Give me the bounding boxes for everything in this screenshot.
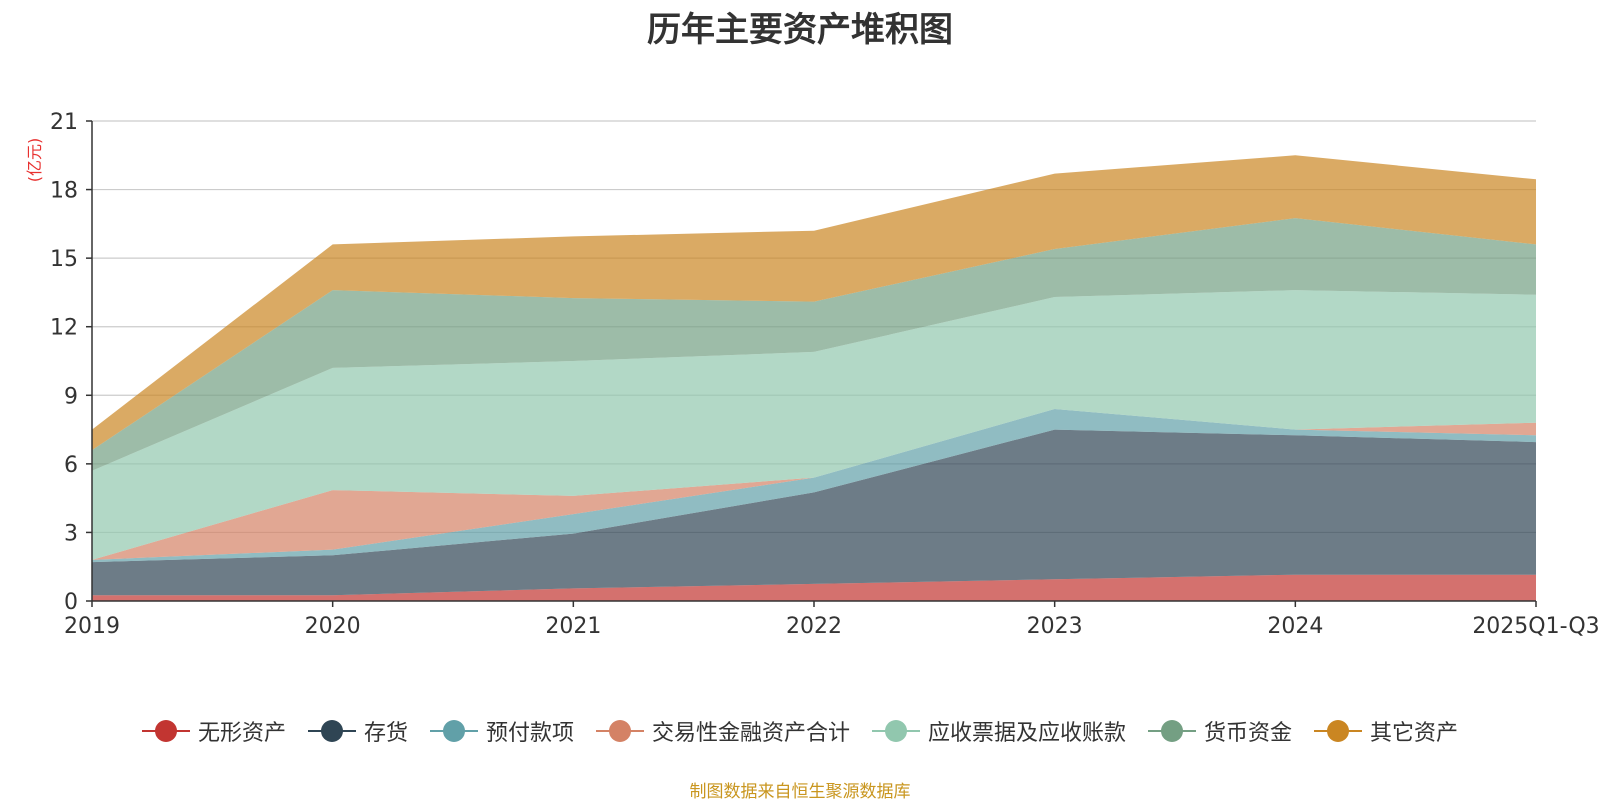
area-series — [92, 155, 1536, 601]
y-tick-label: 6 — [64, 453, 78, 478]
legend-item-2[interactable]: 存货 — [307, 715, 408, 747]
legend-label: 其它资产 — [1370, 721, 1459, 746]
y-tick-label: 3 — [64, 521, 78, 546]
area-series-6 — [92, 218, 1536, 471]
chart-title: 历年主要资产堆积图 — [647, 10, 953, 50]
legend-item-1[interactable]: 无形资产 — [141, 715, 286, 747]
legend-label: 交易性金融资产合计 — [651, 721, 850, 746]
legend-marker-icon — [429, 719, 478, 743]
legend-item-7[interactable]: 其它资产 — [1314, 715, 1458, 747]
legend-marker-icon — [1148, 719, 1197, 743]
area-series-7 — [92, 155, 1536, 451]
legend-label: 存货 — [363, 721, 408, 746]
x-tick-label: 2021 — [545, 614, 601, 639]
source-note: 制图数据来自恒生聚源数据库 — [689, 782, 911, 802]
x-tick-labels: 2019 2020 2021 2022 2023 2024 2025Q1-Q3 — [64, 614, 1600, 639]
axes — [86, 120, 1537, 607]
x-tick-label: 2023 — [1027, 614, 1083, 639]
y-tick-label: 12 — [50, 316, 78, 341]
y-tick-label: 15 — [50, 247, 78, 272]
legend-item-5[interactable]: 应收票据及应收账款 — [872, 715, 1126, 747]
area-series-4 — [92, 409, 1536, 560]
legend-marker-icon — [307, 719, 356, 743]
x-tick-label: 2025Q1-Q3 — [1472, 614, 1599, 639]
y-tick-label: 0 — [64, 590, 78, 615]
legend-item-6[interactable]: 货币资金 — [1148, 715, 1292, 747]
legend-marker-icon — [595, 719, 644, 743]
y-tick-label: 9 — [64, 384, 78, 409]
area-series-2 — [92, 429, 1536, 596]
area-series-3 — [92, 409, 1536, 563]
area-series-1 — [92, 574, 1536, 601]
y-tick-labels: 0 3 6 9 12 15 18 21 — [50, 110, 78, 615]
legend-marker-icon — [141, 719, 190, 743]
stacked-area-chart: 0 3 6 9 12 15 18 21 2019 2020 2021 2022 2023 2024 202… — [50, 110, 1600, 639]
x-tick-label: 2022 — [786, 614, 842, 639]
legend-marker-icon — [1314, 719, 1363, 743]
area-series-5 — [92, 290, 1536, 560]
x-tick-label: 2024 — [1267, 614, 1323, 639]
legend-marker-icon — [872, 719, 920, 743]
legend-item-3[interactable]: 预付款项 — [429, 715, 574, 747]
legend: 无形资产 存货 预付款项 交易性金融资产合计 应收票据及应收账款 货币资金 其它资产 — [0, 715, 1600, 747]
legend-label: 货币资金 — [1204, 721, 1293, 746]
x-tick-label: 2020 — [305, 614, 361, 639]
legend-label: 预付款项 — [485, 721, 574, 746]
x-tick-label: 2019 — [64, 614, 120, 639]
legend-label: 无形资产 — [197, 721, 286, 746]
y-tick-label: 18 — [50, 179, 78, 204]
legend-label: 应收票据及应收账款 — [928, 721, 1127, 746]
y-tick-label: 21 — [50, 110, 78, 135]
legend-item-4[interactable]: 交易性金融资产合计 — [595, 715, 850, 747]
